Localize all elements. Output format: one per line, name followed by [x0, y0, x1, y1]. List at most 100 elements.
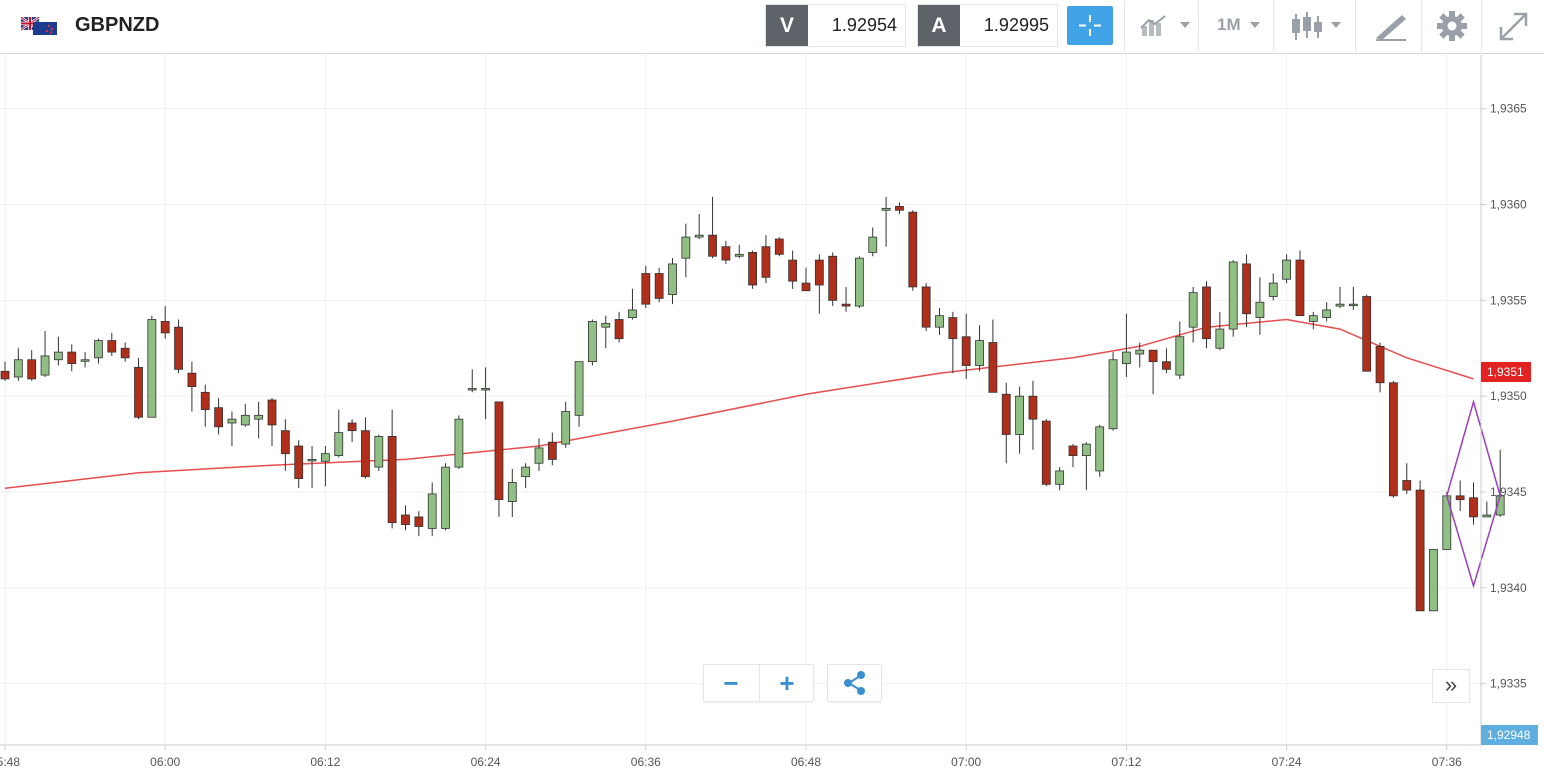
buy-quote-button[interactable]: A 1.92995 [917, 4, 1058, 47]
bullish-candle-body [54, 351, 63, 361]
time-tick-label: 06:36 [631, 755, 661, 769]
bullish-candle-body [427, 493, 437, 529]
zoom-in-button[interactable]: + [779, 668, 795, 698]
candle [361, 417, 370, 479]
bearish-candle-body [708, 234, 717, 257]
price-axis: 1,9365 1,9360 1,9355 1,9350 1,9345 1,9340 1,93… [1480, 55, 1527, 746]
candle [708, 196, 717, 259]
ma-price-tag: 1,9351 [1481, 362, 1531, 382]
time-tick-label: 07:00 [951, 755, 981, 769]
candle [881, 196, 891, 247]
candle [1028, 380, 1038, 450]
candle [1015, 386, 1024, 454]
candle [1108, 352, 1118, 431]
price-tick-label: 1,9350 [1490, 389, 1527, 403]
candle [240, 403, 250, 427]
candle [734, 244, 744, 259]
candle [1362, 294, 1372, 372]
fullscreen-button[interactable] [1481, 0, 1544, 53]
time-tick-label: 07:36 [1432, 755, 1462, 769]
chevron-down-icon [1250, 22, 1260, 28]
candle [467, 369, 477, 393]
timeframe-button[interactable]: 1M [1198, 0, 1273, 53]
bullish-candle-body [240, 414, 250, 426]
gear-icon [1437, 11, 1467, 41]
bullish-candle-body [13, 359, 23, 378]
time-tick-label: 06:00 [150, 755, 180, 769]
bullish-candle-body [334, 432, 344, 456]
bearish-candle-body [67, 351, 77, 364]
candle [387, 409, 397, 529]
sell-quote-button[interactable]: V 1.92954 [765, 4, 906, 47]
drawing-tools-button[interactable] [1355, 0, 1422, 53]
diamond-pattern-drawing[interactable] [1446, 399, 1501, 589]
candle [534, 438, 544, 471]
candle [160, 306, 170, 339]
buy-label: A [918, 5, 960, 46]
candle [1415, 480, 1425, 612]
bearish-candle-body [1068, 445, 1078, 456]
bullish-candle-body [307, 459, 317, 462]
chart-toolbar: GBPNZD V 1.92954 A 1.92995 1M [0, 0, 1544, 54]
bearish-candle-body [401, 514, 410, 525]
candle [1322, 302, 1332, 322]
bearish-candle-body [1041, 420, 1051, 485]
zoom-out-button[interactable]: − [723, 668, 739, 698]
candle [494, 401, 504, 517]
bearish-candle-body [347, 422, 357, 432]
bearish-candle-body [641, 273, 651, 305]
bullish-candle-body [561, 411, 571, 445]
crosshair-icon [1079, 15, 1101, 36]
candle [921, 283, 931, 331]
candle [1148, 349, 1158, 395]
candlestick-series [0, 196, 1505, 612]
bearish-candle-body [134, 367, 143, 418]
candle [120, 342, 130, 362]
settings-button[interactable] [1421, 0, 1482, 53]
bearish-candle-body [908, 211, 918, 288]
candle [27, 350, 37, 381]
sell-label: V [766, 5, 808, 46]
candle [935, 308, 944, 335]
bearish-candle-body [788, 259, 798, 282]
candle [481, 367, 491, 420]
crosshair-button[interactable] [1067, 6, 1113, 45]
candle [200, 384, 210, 427]
chart-type-button[interactable] [1124, 0, 1199, 53]
candle [1215, 311, 1225, 351]
bullish-candle-body [1335, 303, 1345, 307]
bearish-candle-body [294, 445, 304, 479]
price-tick-label: 1,9345 [1490, 485, 1527, 499]
candle [814, 254, 824, 314]
bearish-candle-body [841, 303, 851, 307]
candle [681, 223, 691, 278]
bearish-candle-body [748, 252, 757, 286]
bearish-candle-body [961, 336, 971, 366]
bullish-candle-body [881, 207, 891, 211]
bullish-candle-body [1322, 309, 1332, 318]
candle [94, 338, 103, 364]
scroll-to-latest-button[interactable]: » [1432, 669, 1470, 703]
price-tick-label: 1,9340 [1490, 581, 1527, 595]
candle-style-button[interactable] [1273, 0, 1356, 53]
candle [40, 331, 50, 377]
line-chart-icon [1140, 15, 1166, 36]
bullish-candle-body [1135, 349, 1145, 355]
bullish-candle-body [1081, 443, 1091, 456]
candle [1295, 250, 1305, 317]
candle [788, 250, 798, 289]
candle [414, 511, 424, 537]
candle [961, 313, 971, 379]
bearish-candle-body [1375, 345, 1385, 384]
candle [54, 336, 63, 366]
bullish-candle-body [1095, 426, 1105, 472]
bearish-candle-body [1148, 349, 1158, 363]
bearish-candle-body [1362, 296, 1372, 372]
bullish-candle-body [227, 418, 237, 424]
candle [1001, 382, 1011, 464]
time-tick-label: 07:12 [1111, 755, 1141, 769]
share-button[interactable] [827, 664, 882, 702]
bearish-candle-body [200, 391, 210, 410]
bullish-candle-body [1255, 301, 1265, 318]
